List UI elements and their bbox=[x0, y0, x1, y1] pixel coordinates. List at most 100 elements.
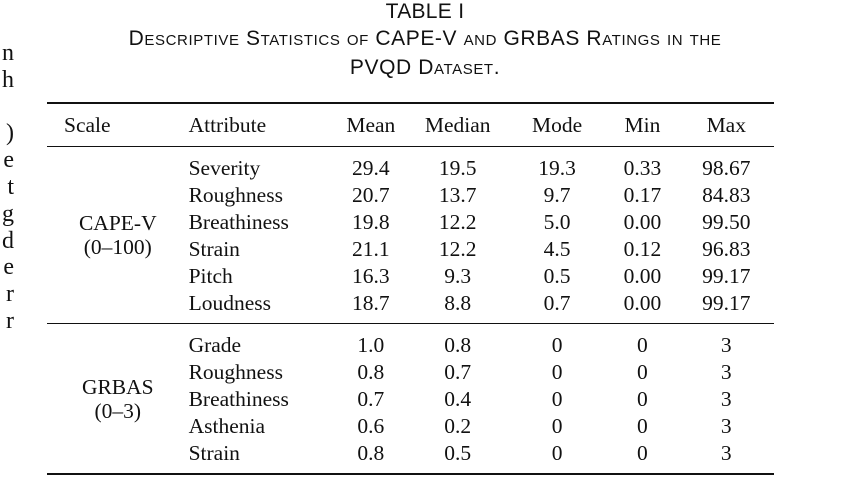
left-column-text-fragment: n h ) e t g d e r r bbox=[0, 40, 14, 335]
mean-cell: 21.1 bbox=[352, 236, 390, 261]
mode-cell: 9.7 bbox=[543, 182, 571, 207]
header-row: Scale Attribute Mean Median Mode Min Max bbox=[47, 103, 774, 147]
mode-cell: 0 bbox=[551, 440, 563, 465]
table-row: Loudness 18.7 8.8 0.7 0.00 99.17 bbox=[47, 289, 774, 324]
median-cell: 12.2 bbox=[438, 209, 477, 234]
mean-cell: 0.6 bbox=[357, 413, 385, 438]
median-cell: 0.5 bbox=[444, 440, 472, 465]
min-cell: 0.00 bbox=[623, 209, 662, 234]
mean-cell: 0.8 bbox=[357, 440, 385, 465]
mean-cell: 0.8 bbox=[357, 359, 385, 384]
attribute-cell: Breathiness bbox=[188, 386, 289, 411]
table-row: Roughness 0.8 0.7 0 0 3 bbox=[47, 358, 774, 385]
median-cell: 9.3 bbox=[444, 263, 472, 288]
median-cell: 0.8 bbox=[444, 332, 472, 357]
mode-cell: 0.7 bbox=[543, 290, 571, 315]
attribute-cell: Roughness bbox=[188, 359, 283, 384]
scale-name: GRBAS bbox=[81, 374, 154, 399]
attribute-cell: Grade bbox=[188, 332, 242, 357]
attribute-cell: Breathiness bbox=[188, 209, 289, 234]
max-cell: 99.17 bbox=[702, 263, 751, 288]
median-cell: 19.5 bbox=[438, 155, 477, 180]
mode-cell: 0 bbox=[551, 386, 563, 411]
min-cell: 0 bbox=[637, 359, 648, 384]
table-row: Pitch 16.3 9.3 0.5 0.00 99.17 bbox=[47, 262, 774, 289]
table-row: Breathiness 0.7 0.4 0 0 3 bbox=[47, 385, 774, 412]
fragment-line: h bbox=[2, 66, 14, 93]
mode-cell: 0 bbox=[551, 332, 563, 357]
scale-range: (0–100) bbox=[83, 235, 152, 259]
header-attribute: Attribute bbox=[188, 112, 267, 137]
table-row: Strain 21.1 12.2 4.5 0.12 96.83 bbox=[47, 235, 774, 262]
max-cell: 99.17 bbox=[702, 290, 751, 315]
max-cell: 84.83 bbox=[702, 182, 751, 207]
min-cell: 0 bbox=[637, 332, 648, 357]
attribute-cell: Roughness bbox=[188, 182, 283, 207]
group-grbas: GRBAS (0–3) Grade 1.0 0.8 0 0 3 Roughnes… bbox=[47, 324, 774, 474]
mean-cell: 0.7 bbox=[357, 386, 385, 411]
table-title-line-2: PVQD Dataset. bbox=[349, 56, 501, 79]
fragment-line: e bbox=[3, 147, 14, 174]
mean-cell: 1.0 bbox=[357, 332, 385, 357]
mode-cell: 0.5 bbox=[543, 263, 571, 288]
max-cell: 98.67 bbox=[702, 155, 751, 180]
median-cell: 13.7 bbox=[438, 182, 477, 207]
stats-table-container: Scale Attribute Mean Median Mode Min Max… bbox=[47, 102, 774, 475]
attribute-cell: Strain bbox=[188, 236, 240, 261]
header-median: Median bbox=[424, 112, 491, 137]
header-mode: Mode bbox=[531, 112, 583, 137]
mode-cell: 4.5 bbox=[543, 236, 571, 261]
median-cell: 0.4 bbox=[444, 386, 472, 411]
mode-cell: 0 bbox=[551, 413, 563, 438]
fragment-line: n bbox=[2, 40, 14, 66]
scale-cell: GRBAS (0–3) bbox=[47, 324, 189, 475]
min-cell: 0.17 bbox=[623, 182, 662, 207]
table-row: CAPE-V (0–100) Severity 29.4 19.5 19.3 0… bbox=[47, 147, 774, 259]
table-label: TABLE I bbox=[385, 0, 465, 23]
fragment-line: r bbox=[6, 281, 14, 308]
min-cell: 0.00 bbox=[623, 290, 662, 315]
median-cell: 12.2 bbox=[438, 236, 477, 261]
fragment-line bbox=[0, 94, 14, 121]
mode-cell: 0 bbox=[551, 359, 563, 384]
table-row: Breathiness 19.8 12.2 5.0 0.00 99.50 bbox=[47, 208, 774, 235]
min-cell: 0.12 bbox=[623, 236, 662, 261]
max-cell: 3 bbox=[720, 359, 732, 384]
table-row: Asthenia 0.6 0.2 0 0 3 bbox=[47, 412, 774, 439]
median-cell: 0.2 bbox=[444, 413, 472, 438]
max-cell: 3 bbox=[720, 386, 732, 411]
attribute-cell: Asthenia bbox=[188, 413, 266, 438]
mean-cell: 20.7 bbox=[352, 182, 390, 207]
max-cell: 96.83 bbox=[702, 236, 751, 261]
fragment-line: r bbox=[6, 307, 14, 334]
attribute-cell: Pitch bbox=[188, 263, 233, 288]
scale-name: CAPE-V bbox=[78, 211, 157, 235]
mode-cell: 5.0 bbox=[543, 209, 571, 234]
scale-cell: CAPE-V (0–100) bbox=[47, 147, 189, 324]
mean-cell: 16.3 bbox=[352, 263, 390, 288]
table-title-line-1: Descriptive Statistics of CAPE-V and GRB… bbox=[128, 27, 722, 50]
mean-cell: 18.7 bbox=[352, 290, 390, 315]
min-cell: 0 bbox=[637, 386, 648, 411]
attribute-cell: Severity bbox=[188, 155, 261, 180]
fragment-line: g bbox=[2, 200, 14, 227]
scale-range: (0–3) bbox=[94, 398, 142, 423]
header-mean: Mean bbox=[346, 112, 396, 137]
min-cell: 0 bbox=[637, 440, 648, 465]
table-row: GRBAS (0–3) Grade 1.0 0.8 0 0 3 bbox=[47, 324, 774, 423]
table-caption: TABLE I Descriptive Statistics of CAPE-V… bbox=[40, 0, 810, 82]
attribute-cell: Strain bbox=[188, 440, 240, 465]
max-cell: 3 bbox=[720, 413, 732, 438]
min-cell: 0 bbox=[637, 413, 648, 438]
median-cell: 8.8 bbox=[444, 290, 472, 315]
group-cape-v: CAPE-V (0–100) Severity 29.4 19.5 19.3 0… bbox=[47, 147, 774, 324]
mode-cell: 19.3 bbox=[538, 155, 576, 180]
mean-cell: 19.8 bbox=[352, 209, 390, 234]
header-min: Min bbox=[624, 112, 661, 137]
max-cell: 3 bbox=[720, 440, 732, 465]
attribute-cell: Loudness bbox=[188, 290, 271, 315]
table-row: Strain 0.8 0.5 0 0 3 bbox=[47, 439, 774, 474]
max-cell: 99.50 bbox=[702, 209, 751, 234]
header-scale: Scale bbox=[64, 112, 111, 137]
fragment-line: e bbox=[3, 254, 14, 281]
